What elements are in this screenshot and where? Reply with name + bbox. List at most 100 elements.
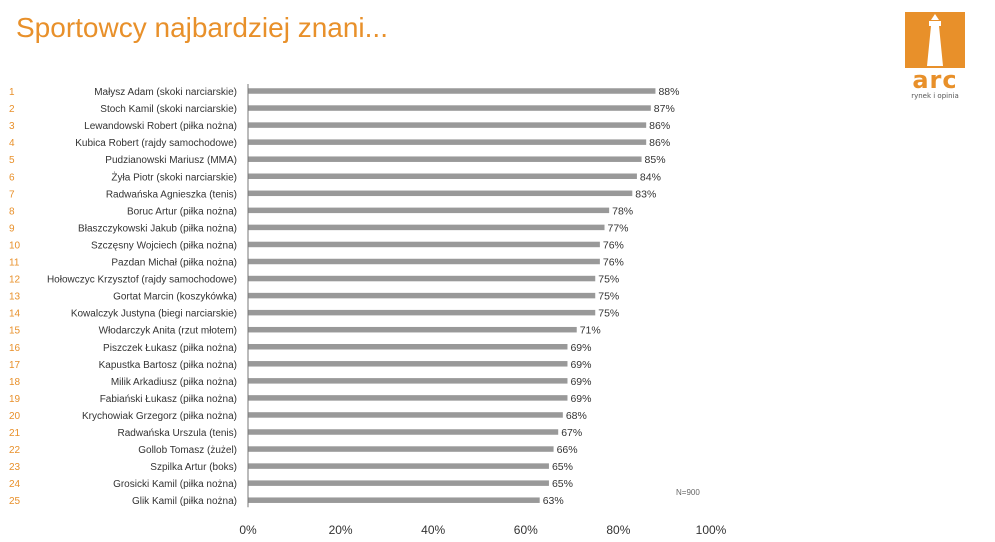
bar <box>248 173 637 179</box>
rank-label: 12 <box>9 275 21 286</box>
value-label: 69% <box>570 393 591 405</box>
rank-label: 14 <box>9 309 21 320</box>
rank-label: 24 <box>9 479 21 490</box>
rank-label: 13 <box>9 292 21 303</box>
value-label: 68% <box>566 410 587 422</box>
category-label: Radwańska Urszula (tenis) <box>118 428 238 439</box>
rank-label: 5 <box>9 155 15 166</box>
x-tick-label: 100% <box>696 523 727 537</box>
bar <box>248 480 549 486</box>
category-label: Fabiański Łukasz (piłka nożna) <box>100 394 237 405</box>
bar <box>248 361 568 367</box>
value-label: 86% <box>649 120 670 132</box>
bar <box>248 412 563 418</box>
category-label: Szpilka Artur (boks) <box>150 462 237 473</box>
lighthouse-icon <box>905 12 965 68</box>
category-label: Kubica Robert (rajdy samochodowe) <box>75 138 237 149</box>
x-tick-label: 80% <box>606 523 630 537</box>
rank-label: 10 <box>9 240 21 251</box>
category-label: Milik Arkadiusz (piłka nożna) <box>111 377 237 388</box>
category-label: Włodarczyk Anita (rzut młotem) <box>99 326 237 337</box>
bar <box>248 258 600 265</box>
value-label: 77% <box>608 222 629 234</box>
bar <box>248 156 642 162</box>
bar <box>248 190 633 197</box>
category-label: Lewandowski Robert (piłka nożna) <box>84 121 237 132</box>
value-label: 76% <box>603 257 624 269</box>
category-label: Kowalczyk Justyna (biegi narciarskie) <box>71 309 237 320</box>
rank-label: 21 <box>9 428 21 439</box>
rank-label: 22 <box>9 445 21 456</box>
rank-label: 8 <box>9 206 15 217</box>
value-label: 86% <box>649 137 670 149</box>
logo-word: arc <box>912 66 958 94</box>
category-label: Krychowiak Grzegorz (piłka nożna) <box>82 411 237 422</box>
category-label: Grosicki Kamil (piłka nożna) <box>113 479 237 490</box>
sample-size-note: N=900 <box>676 488 700 497</box>
value-label: 69% <box>570 342 591 354</box>
x-tick-label: 40% <box>421 523 445 537</box>
bar <box>248 275 596 282</box>
value-label: 65% <box>552 478 573 490</box>
category-label: Gollob Tomasz (żużel) <box>138 445 237 456</box>
value-label: 67% <box>561 427 582 439</box>
bar <box>248 224 605 231</box>
bar <box>248 344 568 350</box>
rank-labels: 1234567891011121314151617181920212223242… <box>9 87 21 507</box>
bar <box>248 463 549 469</box>
page-title: Sportowcy najbardziej znani... <box>16 12 388 43</box>
category-label: Małysz Adam (skoki narciarskie) <box>94 87 237 98</box>
category-label: Boruc Artur (piłka nożna) <box>127 206 237 217</box>
logo-tagline: rynek i opinia <box>911 92 959 100</box>
bar <box>248 292 596 299</box>
value-label: 66% <box>557 444 578 456</box>
value-label: 83% <box>635 188 656 200</box>
value-label: 85% <box>645 154 666 166</box>
category-label: Hołowczyc Krzysztof (rajdy samochodowe) <box>47 275 237 286</box>
x-axis: 0% 20% 40% 60% 80% 100% <box>239 84 727 537</box>
bar <box>248 88 656 94</box>
category-label: Gortat Marcin (koszykówka) <box>113 292 237 303</box>
bar <box>248 207 610 214</box>
rank-label: 9 <box>9 223 15 234</box>
bar <box>248 395 568 401</box>
x-tick-label: 20% <box>329 523 353 537</box>
value-label: 87% <box>654 103 675 115</box>
rank-label: 4 <box>9 138 15 149</box>
value-label: 76% <box>603 239 624 251</box>
value-label: 78% <box>612 205 633 217</box>
value-label: 71% <box>580 325 601 337</box>
value-label: 75% <box>598 274 619 286</box>
bar <box>248 105 651 111</box>
bar <box>248 122 647 128</box>
bar <box>248 378 568 384</box>
arc-logo: arc rynek i opinia <box>905 12 965 100</box>
rank-label: 6 <box>9 172 15 183</box>
x-tick-label: 60% <box>514 523 538 537</box>
category-label: Błaszczykowski Jakub (piłka nożna) <box>78 223 237 234</box>
rank-label: 18 <box>9 377 21 388</box>
value-label: 65% <box>552 461 573 473</box>
rank-label: 1 <box>9 87 15 98</box>
bar <box>248 497 540 503</box>
category-label: Radwańska Agnieszka (tenis) <box>106 189 237 200</box>
value-label: 75% <box>598 291 619 303</box>
bar <box>248 326 577 333</box>
rank-label: 20 <box>9 411 21 422</box>
rank-label: 11 <box>9 258 20 269</box>
value-label: 75% <box>598 308 619 320</box>
rank-label: 23 <box>9 462 21 473</box>
rank-label: 17 <box>9 360 21 371</box>
category-label: Kapustka Bartosz (piłka nożna) <box>99 360 237 371</box>
bar <box>248 241 600 248</box>
x-tick-label: 0% <box>239 523 257 537</box>
bar <box>248 139 647 145</box>
value-label: 63% <box>543 495 564 507</box>
category-label: Pazdan Michał (piłka nożna) <box>111 258 237 269</box>
bars <box>248 88 656 503</box>
bar <box>248 429 559 435</box>
rank-label: 2 <box>9 104 15 115</box>
value-labels: 88% 87% 86% 86% 85% 84% 83%78% 77% 76% 76% 75% 75% 7… <box>543 86 680 507</box>
rank-label: 3 <box>9 121 15 132</box>
